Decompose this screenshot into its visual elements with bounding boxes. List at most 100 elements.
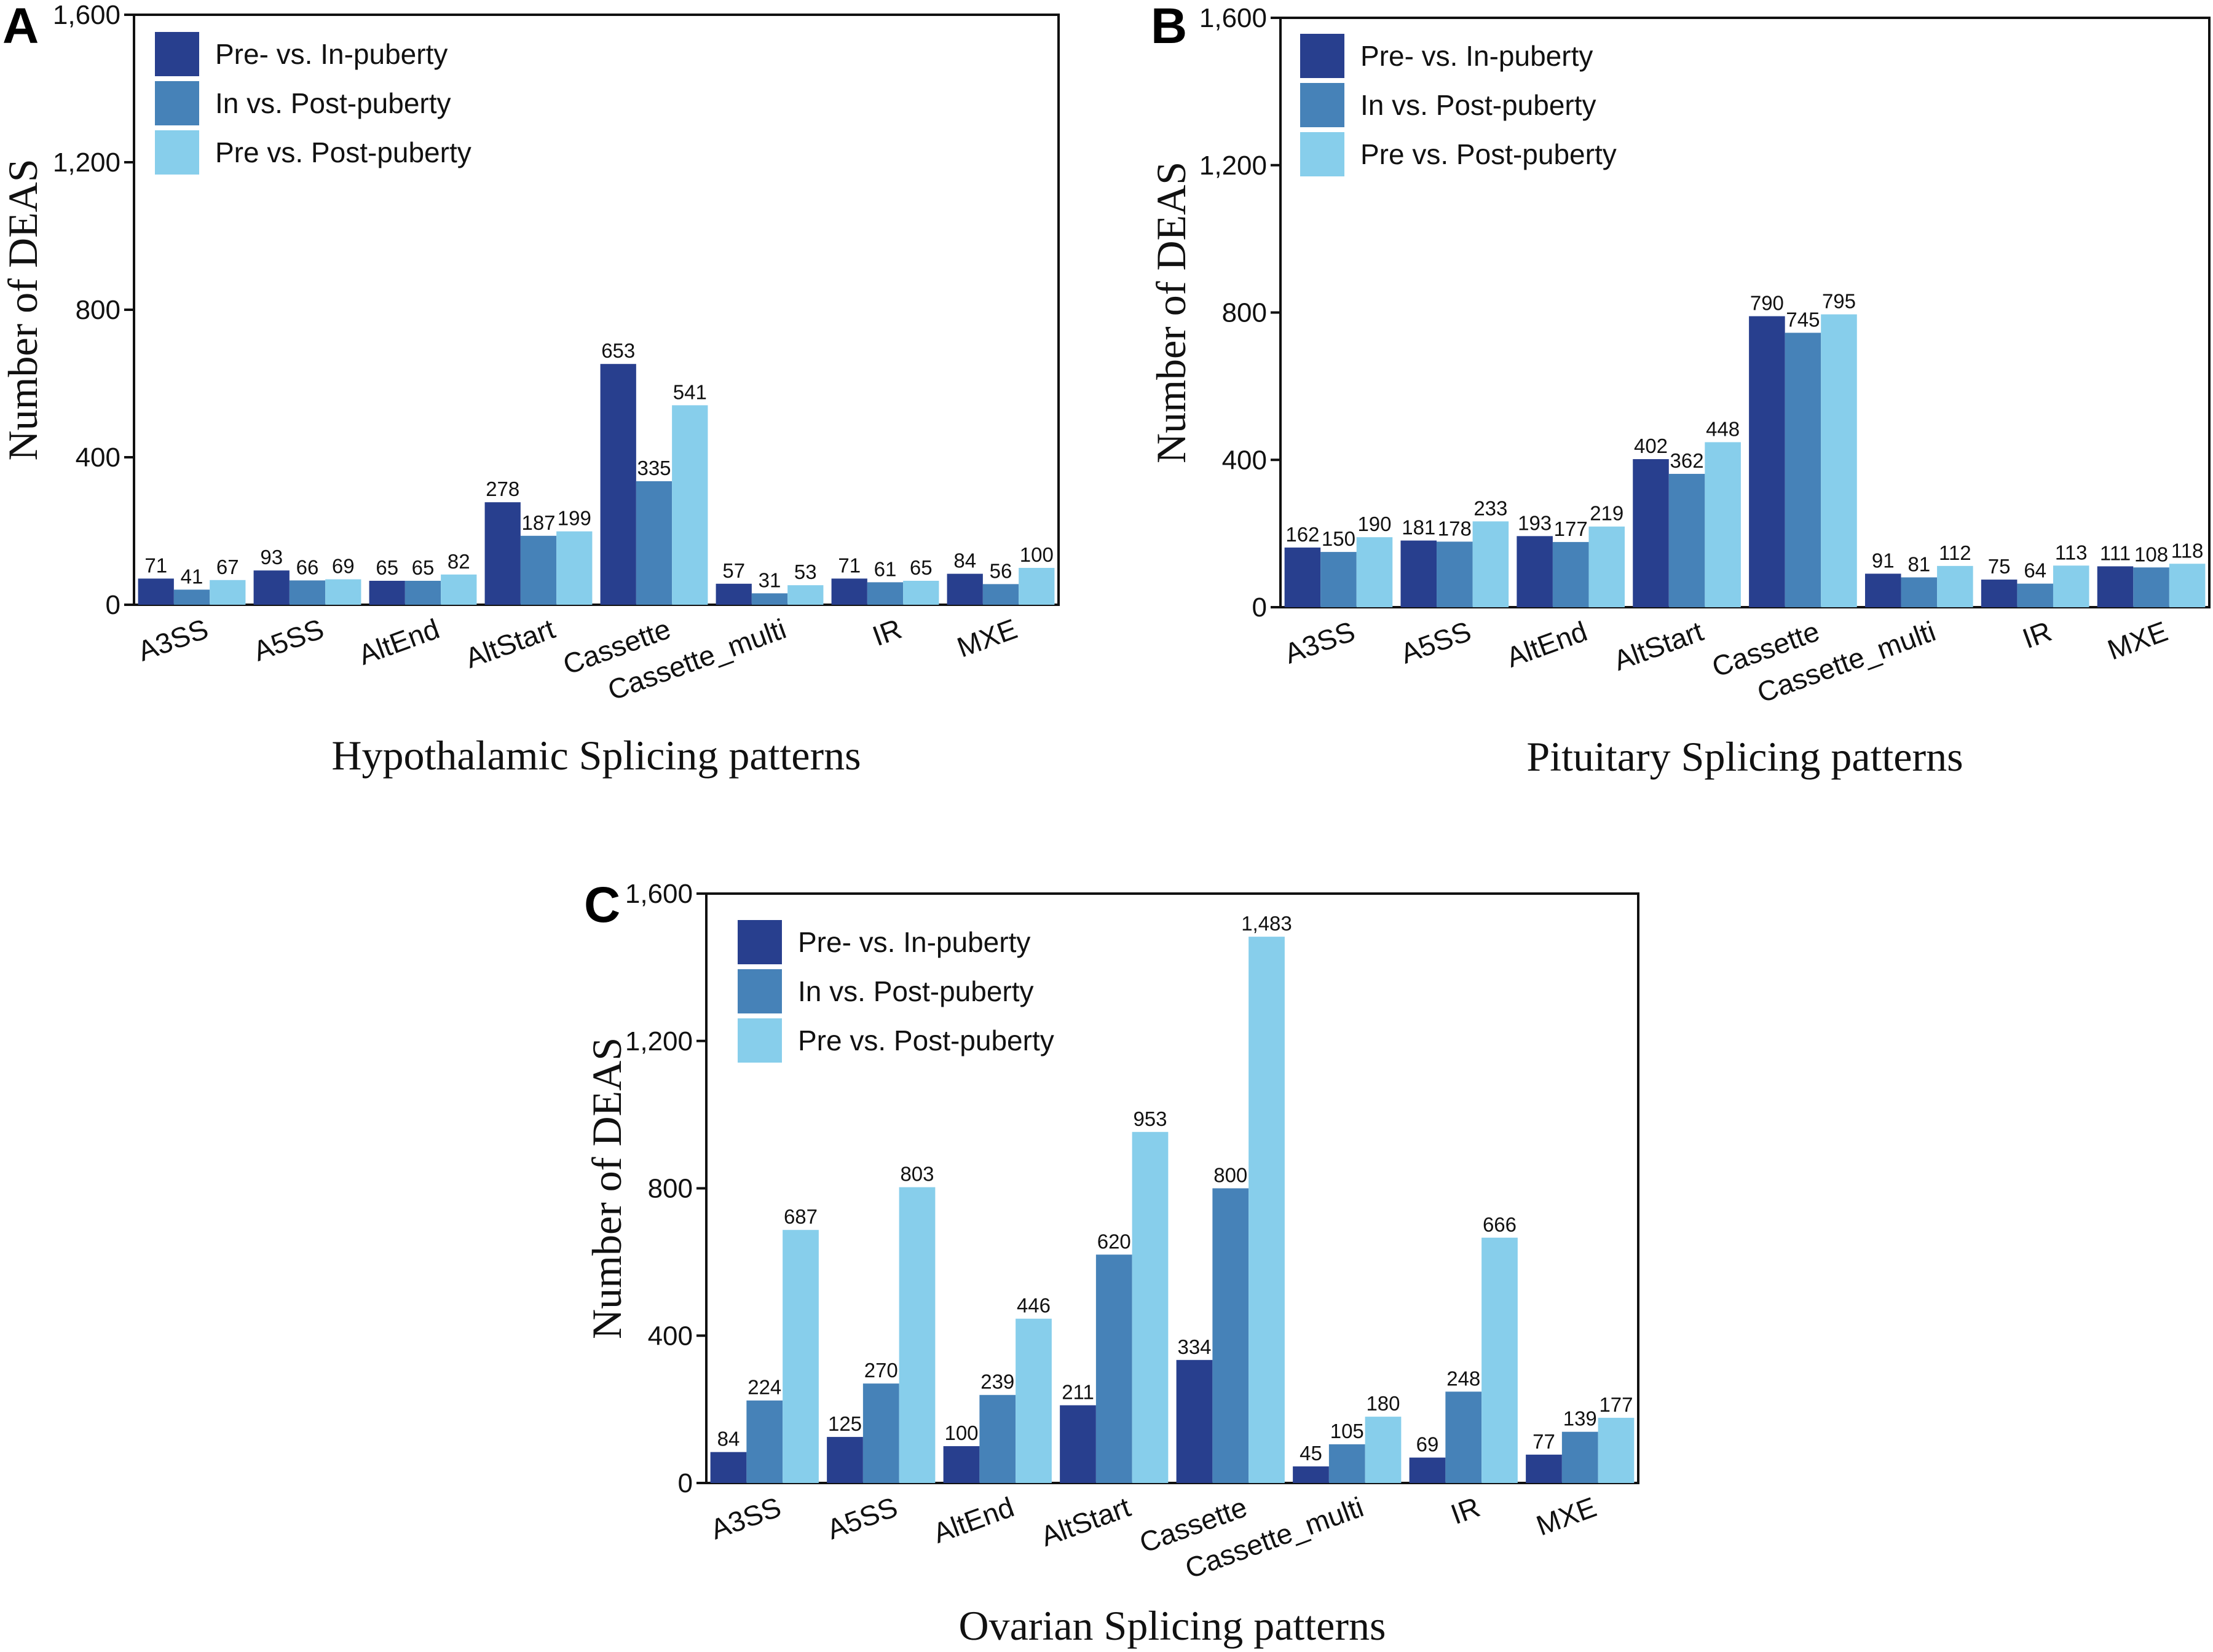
data-label: 67 <box>216 556 239 578</box>
bar-a5ss-series-1 <box>253 570 290 605</box>
y-axis-title: Number of DEAS <box>583 1037 630 1339</box>
data-label: 100 <box>1020 543 1054 566</box>
data-label: 541 <box>673 380 707 403</box>
bar-a3ss-series-1 <box>710 1452 747 1483</box>
bar-cassette-series-1 <box>1749 316 1785 607</box>
y-tick-label: 1,600 <box>53 0 120 30</box>
y-tick-label: 1,600 <box>1199 3 1267 33</box>
data-label: 77 <box>1533 1430 1555 1453</box>
bar-mxe-series-3 <box>1598 1417 1635 1483</box>
bar-mxe-series-2 <box>2133 567 2169 607</box>
data-label: 113 <box>2055 541 2088 564</box>
data-label: 745 <box>1786 308 1820 331</box>
bar-cassette-multi-series-2 <box>1901 577 1938 607</box>
bar-ir-series-2 <box>1445 1391 1482 1483</box>
legend-swatch <box>738 920 782 964</box>
data-label: 199 <box>558 507 591 530</box>
bar-cassette-multi-series-3 <box>787 585 824 605</box>
bar-mxe-series-3 <box>2169 564 2206 607</box>
legend-swatch <box>1300 34 1344 78</box>
data-label: 178 <box>1438 517 1472 540</box>
data-label: 65 <box>376 556 398 579</box>
data-label: 800 <box>1213 1164 1247 1187</box>
bar-a3ss-series-3 <box>1356 537 1393 607</box>
bar-ir-series-2 <box>867 582 904 605</box>
data-label: 190 <box>1357 513 1391 535</box>
data-label: 139 <box>1563 1407 1597 1430</box>
bar-ir-series-1 <box>1409 1457 1446 1483</box>
data-label: 82 <box>448 550 470 573</box>
data-label: 335 <box>637 457 671 479</box>
bar-cassette-multi-series-2 <box>1328 1444 1365 1483</box>
data-label: 233 <box>1473 497 1507 519</box>
y-tick-label: 800 <box>76 295 120 325</box>
panel-letter: A <box>2 0 39 54</box>
data-label: 687 <box>784 1205 818 1228</box>
data-label: 362 <box>1670 449 1704 472</box>
data-label: 65 <box>412 556 435 579</box>
legend-entry: Pre vs. Post-puberty <box>215 136 471 168</box>
data-label: 448 <box>1706 417 1740 440</box>
data-label: 108 <box>2134 543 2168 565</box>
legend-swatch <box>738 969 782 1013</box>
data-label: 795 <box>1822 289 1856 312</box>
bar-a5ss-series-3 <box>899 1187 936 1483</box>
data-label: 45 <box>1300 1442 1322 1465</box>
data-label: 653 <box>601 339 635 362</box>
x-axis-title: Ovarian Splicing patterns <box>959 1602 1386 1649</box>
data-label: 180 <box>1366 1392 1400 1415</box>
data-label: 790 <box>1750 291 1784 314</box>
bar-a3ss-series-1 <box>138 578 174 605</box>
data-label: 162 <box>1285 523 1319 546</box>
bar-altstart-series-2 <box>1668 474 1705 607</box>
data-label: 31 <box>759 568 781 591</box>
bar-ir-series-1 <box>831 578 867 605</box>
y-tick-label: 1,200 <box>1199 151 1267 181</box>
y-tick-label: 1,200 <box>53 148 120 178</box>
data-label: 41 <box>181 565 203 588</box>
bar-ir-series-3 <box>903 581 939 605</box>
bar-altstart-series-1 <box>484 502 521 605</box>
data-label: 177 <box>1554 517 1588 540</box>
bar-ir-series-1 <box>1981 580 2018 607</box>
data-label: 56 <box>990 559 1012 582</box>
legend-swatch <box>155 32 199 76</box>
y-tick-label: 0 <box>1252 592 1267 623</box>
data-label: 620 <box>1097 1230 1131 1253</box>
bar-cassette-multi-series-3 <box>1937 565 1973 607</box>
y-tick-label: 400 <box>648 1321 693 1351</box>
bar-altstart-series-2 <box>1095 1254 1132 1483</box>
legend-entry: Pre vs. Post-puberty <box>1360 138 1617 170</box>
data-label: 150 <box>1322 527 1355 550</box>
data-label: 953 <box>1133 1107 1167 1130</box>
bar-altstart-series-3 <box>556 531 593 605</box>
data-label: 125 <box>828 1412 862 1435</box>
data-label: 105 <box>1330 1420 1364 1442</box>
data-label: 1,483 <box>1241 912 1292 935</box>
data-label: 65 <box>910 556 933 579</box>
y-tick-label: 1,600 <box>625 879 693 909</box>
data-label: 118 <box>2171 539 2204 562</box>
x-axis-title: Hypothalamic Splicing patterns <box>331 732 861 779</box>
bar-a3ss-series-2 <box>173 589 210 605</box>
bar-altend-series-1 <box>369 581 405 605</box>
bar-cassette-series-2 <box>636 481 673 605</box>
bar-a3ss-series-2 <box>1320 552 1357 607</box>
data-label: 181 <box>1402 516 1435 539</box>
legend-swatch <box>1300 83 1344 127</box>
data-label: 219 <box>1590 502 1623 525</box>
bar-ir-series-3 <box>2053 565 2089 607</box>
data-label: 270 <box>864 1359 898 1382</box>
bar-altstart-series-1 <box>1060 1405 1096 1483</box>
bar-mxe-series-1 <box>1526 1454 1562 1483</box>
bar-altend-series-3 <box>441 574 477 605</box>
legend-entry: Pre- vs. In-puberty <box>215 38 448 70</box>
data-label: 177 <box>1599 1393 1633 1416</box>
bar-a5ss-series-2 <box>1437 541 1473 607</box>
bar-altend-series-2 <box>979 1394 1016 1483</box>
data-label: 61 <box>874 557 897 580</box>
bar-mxe-series-2 <box>982 584 1019 605</box>
bar-a5ss-series-3 <box>325 579 361 605</box>
legend-entry: Pre vs. Post-puberty <box>798 1025 1054 1056</box>
data-label: 666 <box>1483 1213 1517 1236</box>
